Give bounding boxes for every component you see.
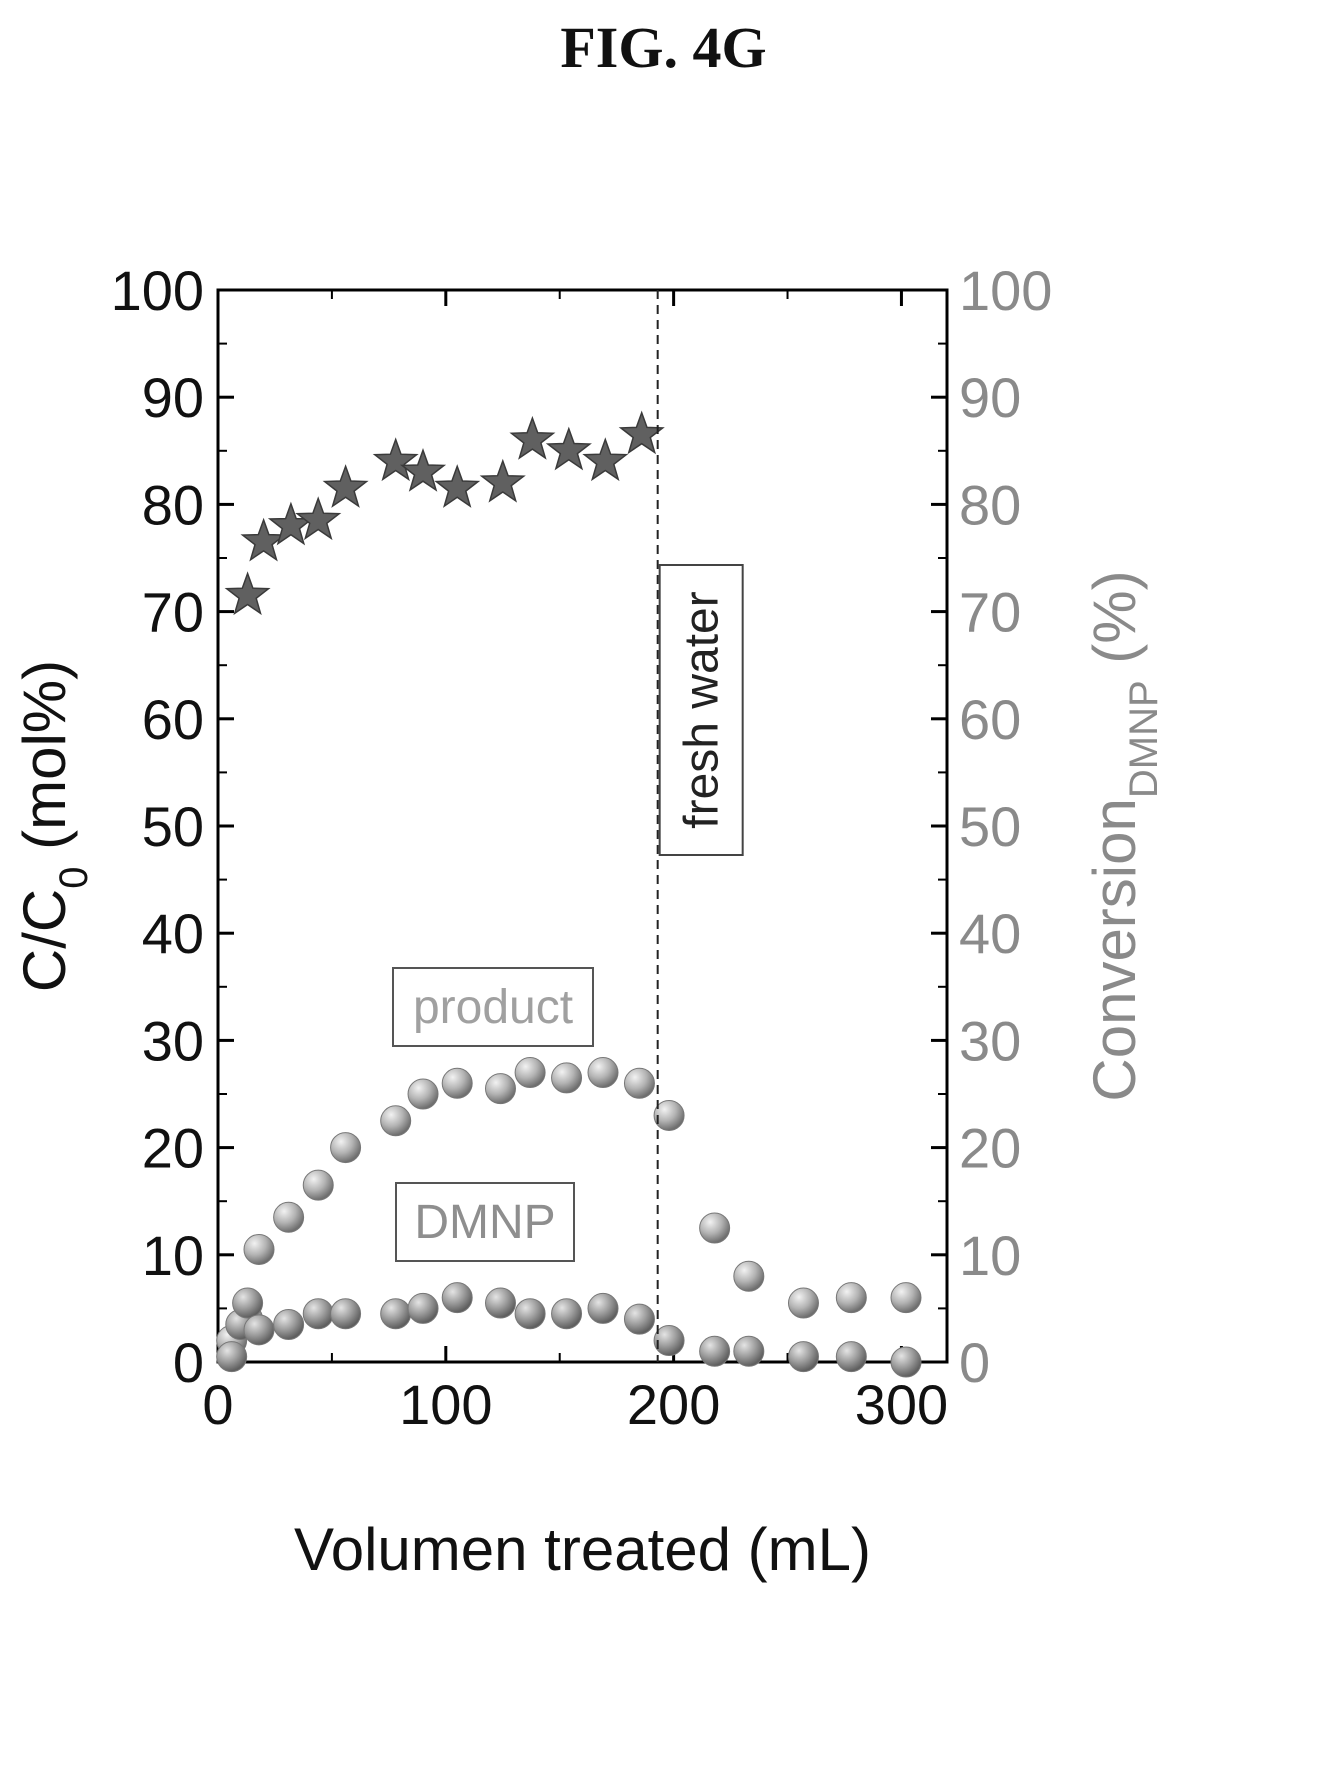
y-tick-label-right: 40 xyxy=(959,902,1021,965)
dmnp-point xyxy=(733,1335,765,1367)
y-tick-label-left: 60 xyxy=(142,688,204,751)
plot-border xyxy=(216,288,949,1364)
dmnp-point xyxy=(551,1298,583,1330)
dmnp-point xyxy=(787,1341,819,1373)
y-axis-title-right: ConversionDMNP (%) xyxy=(1081,570,1166,1101)
dmnp-point xyxy=(407,1292,439,1324)
dmnp-point xyxy=(587,1292,619,1324)
dmnp-point xyxy=(699,1335,731,1367)
conversion-point xyxy=(372,437,419,482)
dmnp-point xyxy=(273,1308,305,1340)
dmnp-point xyxy=(441,1282,473,1314)
y-tick-label-right: 90 xyxy=(959,366,1021,429)
dmnp-point xyxy=(232,1287,264,1319)
dmnp-box xyxy=(395,1182,575,1262)
dmnp-point xyxy=(890,1346,922,1378)
x-tick-label: 100 xyxy=(399,1373,492,1436)
product-point xyxy=(243,1233,275,1265)
y-axis-title-left: C/C0 (mol%) xyxy=(11,660,96,992)
conversion-point xyxy=(479,458,526,503)
x-tick-label: 200 xyxy=(627,1373,720,1436)
product-point xyxy=(514,1057,546,1089)
y-right-main: Conversion xyxy=(1081,798,1148,1102)
x-axis-title: Volumen treated (mL) xyxy=(294,1516,871,1583)
y-left-main: C/C xyxy=(11,889,78,992)
figure-label: FIG. 4G xyxy=(560,15,767,80)
annotations: fresh water product DMNP xyxy=(392,290,744,1362)
conversion-point xyxy=(322,464,369,508)
y-tick-label-left: 100 xyxy=(111,259,204,322)
conversion-point xyxy=(434,464,481,508)
product-point xyxy=(273,1201,305,1233)
dmnp-point xyxy=(623,1303,655,1335)
y-tick-label-right: 60 xyxy=(959,688,1021,751)
y-tick-label-left: 40 xyxy=(142,902,204,965)
y-tick-label-right: 80 xyxy=(959,473,1021,536)
conversion-point xyxy=(618,410,665,455)
y-tick-label-left: 80 xyxy=(142,473,204,536)
plot-frame xyxy=(216,288,949,1364)
dmnp-point xyxy=(302,1298,334,1330)
conversion-point xyxy=(224,571,271,616)
product-point xyxy=(484,1073,516,1105)
conversion-point xyxy=(240,517,287,562)
dmnp-label: DMNP xyxy=(414,1196,555,1249)
product-point xyxy=(551,1062,583,1094)
dmnp-point xyxy=(243,1314,275,1346)
dmnp-point xyxy=(330,1298,362,1330)
conversion-point xyxy=(399,447,447,492)
product-point xyxy=(835,1282,867,1314)
y-left-sub: 0 xyxy=(52,867,96,889)
y-tick-label-right: 50 xyxy=(959,795,1021,858)
y-tick-label-right: 10 xyxy=(959,1224,1021,1287)
fresh-water-annotation: fresh water xyxy=(658,564,744,856)
y-left-tail: (mol%) xyxy=(11,660,78,867)
y-tick-label-left: 50 xyxy=(142,795,204,858)
y-tick-label-right: 100 xyxy=(959,259,1052,322)
dmnp-point xyxy=(380,1298,412,1330)
y-tick-label-right: 70 xyxy=(959,581,1021,644)
dmnp-point xyxy=(484,1287,516,1319)
product-point xyxy=(587,1057,619,1089)
y-tick-label-right: 0 xyxy=(959,1331,990,1394)
y-right-tail: (%) xyxy=(1081,570,1148,680)
product-point xyxy=(890,1282,922,1314)
y-tick-label-right: 30 xyxy=(959,1009,1021,1072)
fresh-water-label: fresh water xyxy=(676,591,729,828)
product-box xyxy=(392,967,594,1047)
product-point xyxy=(380,1105,412,1137)
y-tick-label-right: 20 xyxy=(959,1117,1021,1180)
dmnp-point xyxy=(835,1341,867,1373)
product-point xyxy=(407,1078,439,1110)
conversion-point xyxy=(509,415,556,460)
y-tick-label-left: 70 xyxy=(142,581,204,644)
fresh-water-box xyxy=(658,564,744,856)
conversion-point xyxy=(582,437,629,482)
product-point xyxy=(733,1260,765,1292)
product-point xyxy=(653,1099,685,1131)
y-tick-label-left: 30 xyxy=(142,1009,204,1072)
product-label: product xyxy=(413,981,573,1034)
y-right-sub: DMNP xyxy=(1122,680,1166,798)
x-tick-label: 300 xyxy=(855,1373,948,1436)
product-point xyxy=(302,1169,334,1201)
x-tick-label: 0 xyxy=(202,1373,233,1436)
data-marks xyxy=(216,410,922,1378)
y-tick-label-left: 0 xyxy=(173,1331,204,1394)
y-tick-label-left: 20 xyxy=(142,1117,204,1180)
y-tick-label-left: 10 xyxy=(142,1224,204,1287)
product-point xyxy=(699,1212,731,1244)
dmnp-point xyxy=(514,1298,546,1330)
dmnp-point xyxy=(653,1325,685,1357)
product-point xyxy=(441,1067,473,1099)
y-tick-label-left: 90 xyxy=(142,366,204,429)
product-point xyxy=(623,1067,655,1099)
product-point xyxy=(330,1132,362,1164)
product-point xyxy=(787,1287,819,1319)
dmnp-point xyxy=(216,1341,248,1373)
conversion-point xyxy=(295,496,342,541)
conversion-point xyxy=(545,426,592,471)
